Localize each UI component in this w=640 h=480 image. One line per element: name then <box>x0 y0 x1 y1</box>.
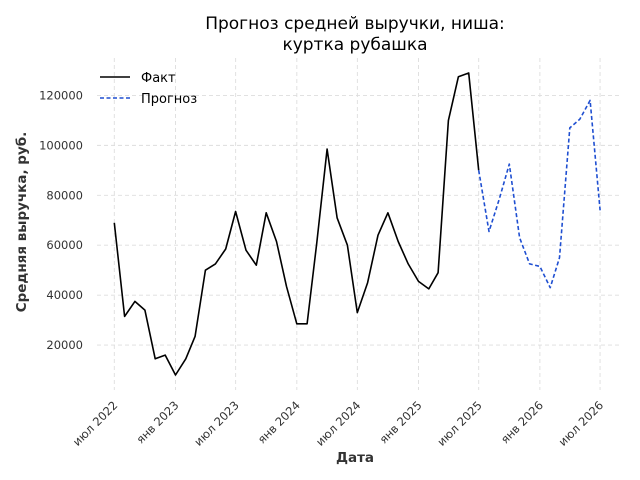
x-tick-label: июл 2026 <box>556 398 607 449</box>
y-tick-label: 120000 <box>39 88 83 102</box>
x-tick-label: июл 2024 <box>313 398 364 449</box>
series-layer <box>113 72 601 376</box>
x-tick-label: июл 2022 <box>70 398 121 449</box>
chart-title-line-1: Прогноз средней выручки, ниша: <box>205 14 505 34</box>
x-tick-label: июл 2025 <box>434 398 485 449</box>
y-axis-label: Средняя выручка, руб. <box>14 132 30 313</box>
legend-label-forecast: Прогноз <box>141 92 197 107</box>
y-tick-label: 20000 <box>46 338 83 352</box>
x-tick-label: янв 2026 <box>498 398 546 446</box>
x-tick-label: июл 2023 <box>191 398 242 449</box>
x-tick-label: янв 2023 <box>133 398 181 446</box>
series-line-fact <box>113 72 480 376</box>
y-tick-label: 80000 <box>46 188 83 202</box>
grid <box>97 58 622 390</box>
chart-title-line-2: куртка рубашка <box>282 35 427 55</box>
y-tick-label: 100000 <box>39 138 83 152</box>
y-tick-label: 40000 <box>46 288 83 302</box>
y-axis-ticks: 20000 40000 60000 80000 100000 120000 <box>39 88 83 352</box>
x-axis-label: Дата <box>336 450 374 466</box>
legend: Факт Прогноз <box>100 71 197 107</box>
y-tick-label: 60000 <box>46 238 83 252</box>
series-line-forecast <box>477 99 601 289</box>
x-tick-label: янв 2024 <box>255 398 303 446</box>
x-tick-label: янв 2025 <box>376 398 424 446</box>
legend-label-fact: Факт <box>141 71 176 86</box>
x-axis-ticks: июл 2022 янв 2023 июл 2023 янв 2024 июл 2024… <box>70 398 606 449</box>
